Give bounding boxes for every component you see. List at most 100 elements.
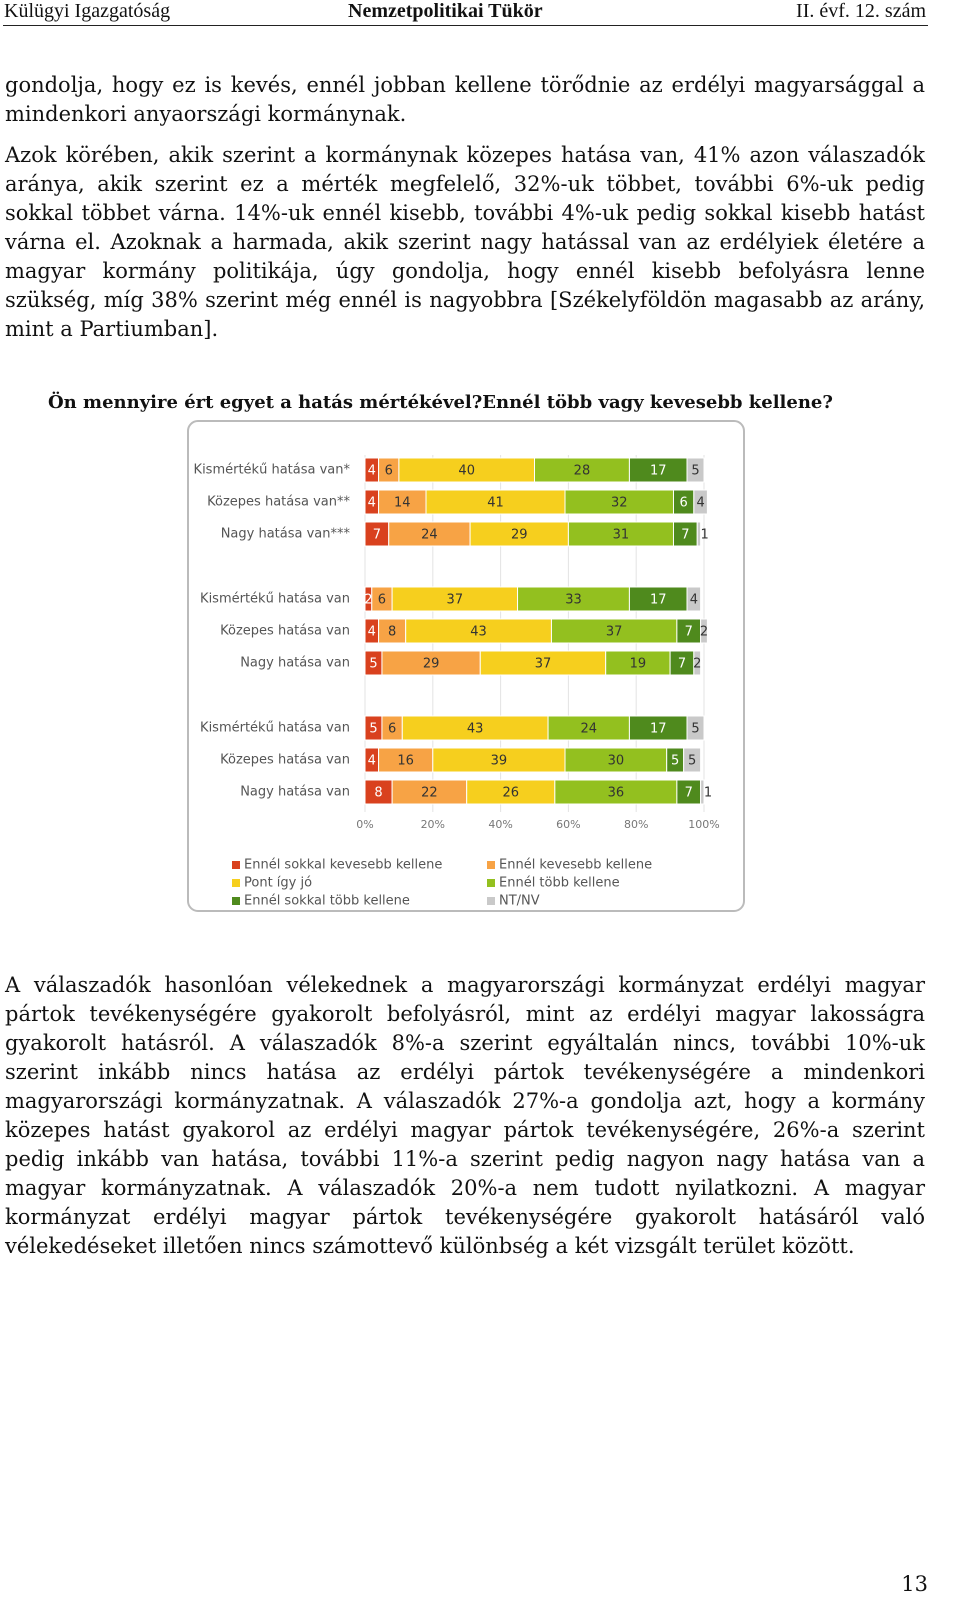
page-number: 13 bbox=[901, 1572, 928, 1596]
bar-segment bbox=[364, 779, 393, 805]
legend-swatch bbox=[487, 861, 495, 869]
data-label: 7 bbox=[685, 625, 693, 640]
legend-swatch bbox=[232, 861, 240, 869]
bar-segment bbox=[378, 618, 407, 644]
x-tick-label: 60% bbox=[556, 818, 580, 831]
data-label: 22 bbox=[421, 786, 438, 801]
legend-label: NT/NV bbox=[499, 894, 540, 909]
data-label: 24 bbox=[421, 528, 438, 543]
x-tick-label: 100% bbox=[688, 818, 719, 831]
data-label: 32 bbox=[611, 496, 628, 511]
legend-swatch bbox=[487, 879, 495, 887]
legend-label: Ennél sokkal kevesebb kellene bbox=[244, 858, 442, 873]
bar-segment bbox=[378, 489, 427, 515]
bar-segment bbox=[466, 779, 556, 805]
chart-caption: Ön mennyire ért egyet a hatás mértékével… bbox=[48, 392, 833, 413]
header-left: Külügyi Igazgatóság bbox=[4, 0, 171, 22]
bar-segment bbox=[564, 747, 668, 773]
data-label: 19 bbox=[630, 657, 647, 672]
legend-swatch bbox=[232, 897, 240, 905]
legend-swatch bbox=[487, 897, 495, 905]
data-label: 6 bbox=[388, 722, 396, 737]
y-tick-label: Közepes hatása van bbox=[220, 624, 350, 639]
bar-segment bbox=[686, 457, 705, 483]
chart: 0% 20% 40% 60% 80% 100% Kismértékű hatása van*… bbox=[187, 420, 745, 912]
paragraph: gondolja, hogy ez is kevés, ennél jobban… bbox=[5, 73, 925, 126]
legend-swatch bbox=[232, 879, 240, 887]
x-tick-label: 20% bbox=[421, 818, 445, 831]
bar-segment bbox=[683, 747, 702, 773]
data-label: 17 bbox=[650, 464, 667, 479]
y-tick-label: Kismértékű hatása van bbox=[200, 592, 350, 607]
bar-segment bbox=[391, 779, 468, 805]
bar-segment bbox=[547, 715, 630, 741]
bar-segment bbox=[479, 650, 607, 676]
data-label: 4 bbox=[368, 754, 376, 769]
data-label: 29 bbox=[511, 528, 528, 543]
bar-segment bbox=[605, 650, 671, 676]
data-label: 37 bbox=[447, 593, 464, 608]
data-label: 41 bbox=[487, 496, 504, 511]
bar-segment bbox=[391, 586, 519, 612]
data-label: 4 bbox=[696, 496, 704, 511]
paragraph: Azok körében, akik szerint a kormánynak … bbox=[5, 143, 925, 341]
data-label: 2 bbox=[364, 593, 372, 608]
data-label: 2 bbox=[700, 625, 708, 640]
bar-segment bbox=[628, 715, 688, 741]
y-tick-label: Nagy hatása van bbox=[240, 785, 350, 800]
data-label: 8 bbox=[388, 625, 396, 640]
legend-label: Pont így jó bbox=[244, 876, 312, 891]
y-tick-label: Közepes hatása van** bbox=[207, 495, 350, 510]
data-label: 7 bbox=[685, 786, 693, 801]
data-label: 1 bbox=[704, 786, 712, 801]
data-label: 43 bbox=[470, 625, 487, 640]
data-label: 30 bbox=[608, 754, 625, 769]
data-label: 43 bbox=[467, 722, 484, 737]
y-tick-label: Nagy hatása van bbox=[240, 656, 350, 671]
bar-segment bbox=[432, 747, 566, 773]
bar-segment bbox=[700, 618, 708, 644]
data-label: 4 bbox=[368, 496, 376, 511]
bar-segment bbox=[686, 586, 702, 612]
bar-segment bbox=[405, 618, 552, 644]
bar-segment bbox=[628, 457, 688, 483]
data-label: 4 bbox=[690, 593, 698, 608]
bar-segment bbox=[425, 489, 566, 515]
data-label: 37 bbox=[606, 625, 623, 640]
data-label: 29 bbox=[423, 657, 440, 672]
data-label: 40 bbox=[458, 464, 475, 479]
data-label: 14 bbox=[394, 496, 411, 511]
data-label: 5 bbox=[369, 657, 377, 672]
bar-segment bbox=[564, 489, 674, 515]
header-center: Nemzetpolitikai Tükör bbox=[348, 0, 543, 22]
x-tick-label: 80% bbox=[624, 818, 648, 831]
data-label: 4 bbox=[368, 625, 376, 640]
x-tick-label: 40% bbox=[488, 818, 512, 831]
legend-label: Ennél több kellene bbox=[499, 876, 620, 891]
header-right: II. évf. 12. szám bbox=[796, 0, 926, 22]
bar-segment bbox=[388, 521, 471, 547]
data-label: 4 bbox=[368, 464, 376, 479]
y-tick-label: Nagy hatása van*** bbox=[221, 527, 351, 542]
data-label: 2 bbox=[693, 657, 701, 672]
bar-segment bbox=[517, 586, 630, 612]
data-label: 5 bbox=[691, 464, 699, 479]
data-label: 39 bbox=[491, 754, 508, 769]
data-label: 16 bbox=[397, 754, 414, 769]
bar-segment bbox=[700, 779, 705, 805]
bar-segment bbox=[554, 779, 678, 805]
data-label: 28 bbox=[574, 464, 591, 479]
y-tick-label: Közepes hatása van bbox=[220, 753, 350, 768]
legend-label: Ennél kevesebb kellene bbox=[499, 858, 652, 873]
data-label: 24 bbox=[580, 722, 597, 737]
data-label: 6 bbox=[680, 496, 688, 511]
bar-segment bbox=[550, 618, 678, 644]
data-label: 37 bbox=[535, 657, 552, 672]
data-label: 36 bbox=[608, 786, 625, 801]
y-tick-label: Kismértékű hatása van bbox=[200, 721, 350, 736]
data-label: 5 bbox=[691, 722, 699, 737]
data-label: 7 bbox=[373, 528, 381, 543]
data-label: 1 bbox=[700, 528, 708, 543]
paragraph: A válaszadók hasonlóan vélekednek a magy… bbox=[5, 973, 925, 1258]
